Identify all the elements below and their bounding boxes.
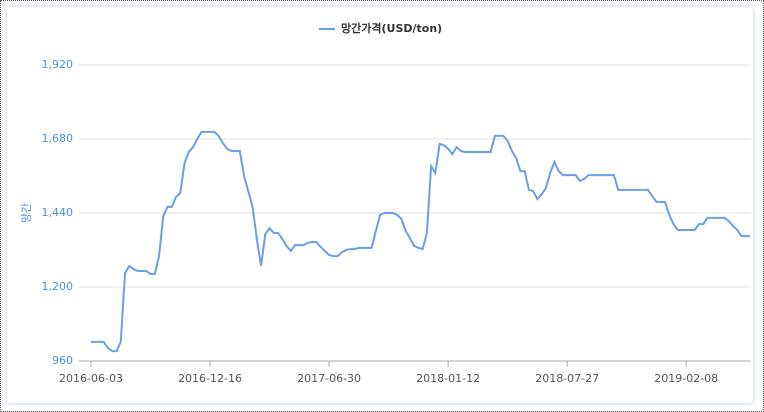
y-tick-label: 960 [52,354,73,367]
legend-label: 망간가격(USD/ton) [341,21,442,35]
x-tick-label: 2016-06-03 [59,372,123,385]
x-tick-label: 2018-07-27 [535,372,599,385]
line-series [91,130,750,353]
y-tick-label: 1,200 [42,280,74,293]
x-tick-label: 2018-01-12 [416,372,480,385]
x-tick-label: 2016-12-16 [178,372,242,385]
x-tick-label: 2019-02-08 [654,372,718,385]
y-tick-label: 1,680 [42,132,74,145]
y-axis-title: 망간 [20,203,33,223]
y-tick-label: 1,920 [42,58,74,71]
y-tick-label: 1,440 [42,206,74,219]
x-tick-label: 2017-06-30 [297,372,361,385]
